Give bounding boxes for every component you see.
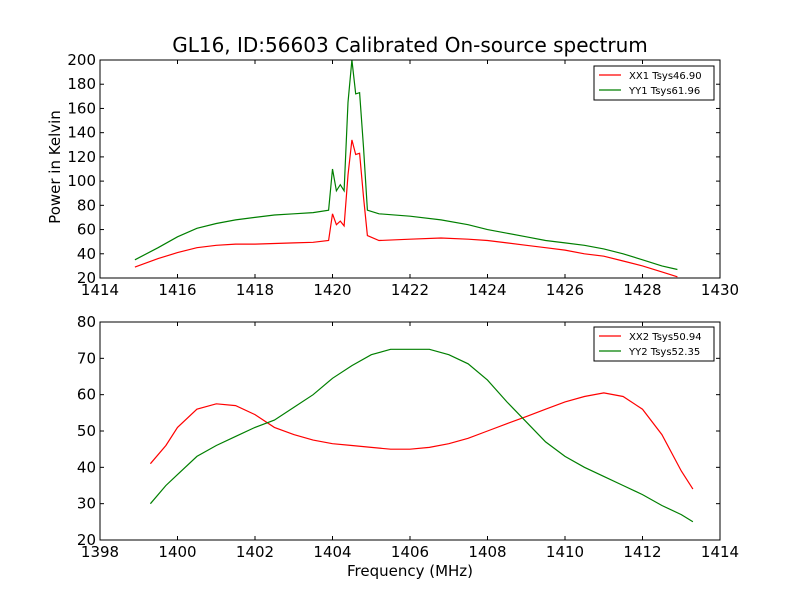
legend-label-1-1: XX1 Tsys46.90 — [629, 71, 702, 82]
x-tick-label-1-0: 1414 — [81, 281, 119, 299]
x-tick-label-2-1: 1400 — [158, 543, 196, 561]
x-tick-label-2-3: 1404 — [313, 543, 351, 561]
y-tick-label-1-2: 60 — [77, 221, 96, 239]
series-line-1-1 — [134, 139, 678, 278]
y-tick-label-2-0: 20 — [77, 531, 96, 549]
y-tick-label-2-2: 40 — [77, 458, 96, 476]
x-tick-label-1-6: 1426 — [546, 281, 584, 299]
y-tick-label-1-8: 180 — [67, 75, 96, 93]
legend-label-2-1: XX2 Tsys50.94 — [629, 332, 702, 343]
y-tick-label-1-5: 120 — [67, 148, 96, 166]
x-tick-label-1-7: 1428 — [623, 281, 661, 299]
x-tick-label-2-7: 1412 — [623, 543, 661, 561]
legend-box-2 — [593, 326, 715, 362]
y-tick-label-2-3: 50 — [77, 422, 96, 440]
bottom-x-axis-label: Frequency (MHz) — [346, 562, 474, 580]
x-tick-label-2-5: 1408 — [468, 543, 506, 561]
x-tick-label-1-5: 1424 — [468, 281, 506, 299]
y-tick-label-1-9: 200 — [67, 51, 96, 69]
legend-label-2-2: YY2 Tsys52.35 — [628, 347, 700, 358]
y-tick-label-1-3: 80 — [77, 196, 96, 214]
series-line-1-2 — [134, 59, 678, 271]
x-tick-label-1-3: 1420 — [313, 281, 351, 299]
x-tick-label-2-8: 1414 — [701, 543, 739, 561]
x-tick-label-1-8: 1430 — [701, 281, 739, 299]
x-tick-label-2-2: 1402 — [236, 543, 274, 561]
top-y-axis-label: Power in Kelvin — [46, 110, 64, 224]
chart-title: GL16, ID:56603 Calibrated On-source spec… — [172, 33, 648, 57]
series-line-2-2 — [149, 348, 694, 523]
x-tick-label-2-6: 1410 — [546, 543, 584, 561]
x-tick-label-1-1: 1416 — [158, 281, 196, 299]
legend-label-1-2: YY1 Tsys61.96 — [628, 86, 700, 97]
x-tick-label-1-4: 1422 — [391, 281, 429, 299]
x-tick-label-2-4: 1406 — [391, 543, 429, 561]
y-tick-label-1-1: 40 — [77, 245, 96, 263]
y-tick-label-2-5: 70 — [77, 349, 96, 367]
y-tick-label-2-4: 60 — [77, 386, 96, 404]
y-tick-label-2-1: 30 — [77, 495, 96, 513]
legend-box-1 — [593, 65, 715, 101]
y-tick-label-1-0: 20 — [77, 269, 96, 287]
x-tick-label-1-2: 1418 — [236, 281, 274, 299]
y-tick-label-1-6: 140 — [67, 124, 96, 142]
y-tick-label-1-4: 100 — [67, 172, 96, 190]
x-tick-label-2-0: 1398 — [81, 543, 119, 561]
series-line-2-1 — [149, 392, 694, 490]
y-tick-label-1-7: 160 — [67, 99, 96, 117]
y-tick-label-2-6: 80 — [77, 313, 96, 331]
